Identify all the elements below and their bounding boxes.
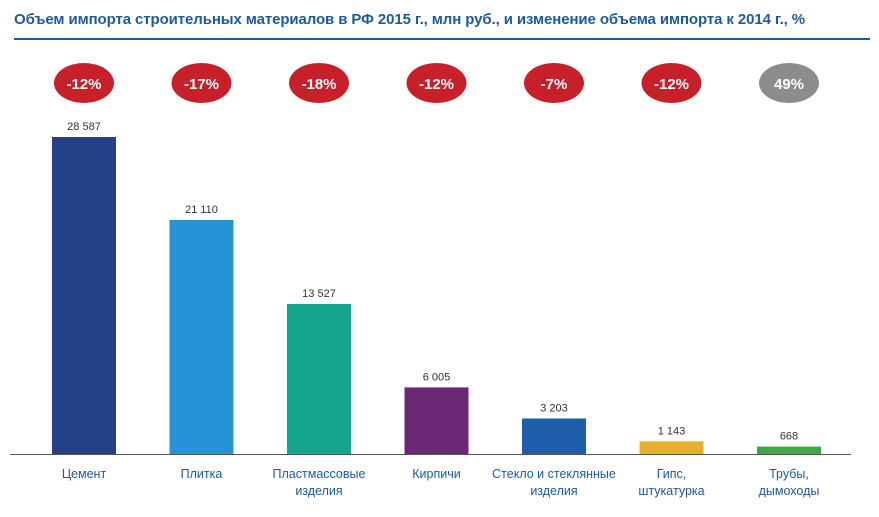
change-badge-label: -18% (301, 76, 336, 93)
change-badge-label: -12% (66, 76, 101, 93)
change-badge (171, 63, 232, 103)
bar-value-label: 3 203 (540, 402, 568, 414)
category-label: изделия (530, 484, 577, 498)
change-badge-label: -12% (419, 76, 454, 93)
bar-value-label: 28 587 (67, 121, 101, 133)
bar-value-label: 21 110 (185, 204, 218, 216)
change-badge (54, 63, 114, 103)
change-badge-label: -17% (184, 76, 219, 93)
change-badge (289, 63, 349, 103)
category-label: Стекло и стеклянные (492, 467, 616, 481)
category-label: Пластмассовые (273, 467, 366, 481)
bar-value-label: 1 143 (658, 425, 686, 437)
category-label: изделия (295, 484, 342, 498)
chart-title: Объем импорта строительных материалов в … (14, 11, 806, 28)
category-label: штукатурка (638, 484, 704, 498)
change-badge (406, 63, 467, 103)
category-label: Трубы, (769, 467, 809, 481)
change-badge (524, 63, 584, 103)
change-badge-label: -7% (541, 76, 568, 93)
category-label: Плитка (181, 467, 223, 481)
change-badge (759, 63, 819, 103)
change-badge (641, 63, 702, 103)
category-label: Кирпичи (412, 467, 460, 481)
bar (169, 219, 234, 454)
bar-value-label: 13 527 (302, 288, 336, 300)
change-badge-label: 49% (774, 76, 804, 93)
bar (522, 418, 586, 454)
category-label: Гипс, (657, 467, 687, 481)
bar-value-label: 668 (780, 431, 798, 443)
bar (757, 446, 821, 454)
category-label: дымоходы (759, 484, 820, 498)
bar-value-label: 6 005 (423, 371, 451, 383)
title-underline (14, 38, 870, 40)
bar (639, 441, 704, 454)
bar (52, 137, 116, 454)
category-label: Цемент (62, 467, 107, 481)
change-badge-label: -12% (654, 76, 689, 93)
bar (287, 303, 351, 454)
bar (404, 387, 469, 454)
